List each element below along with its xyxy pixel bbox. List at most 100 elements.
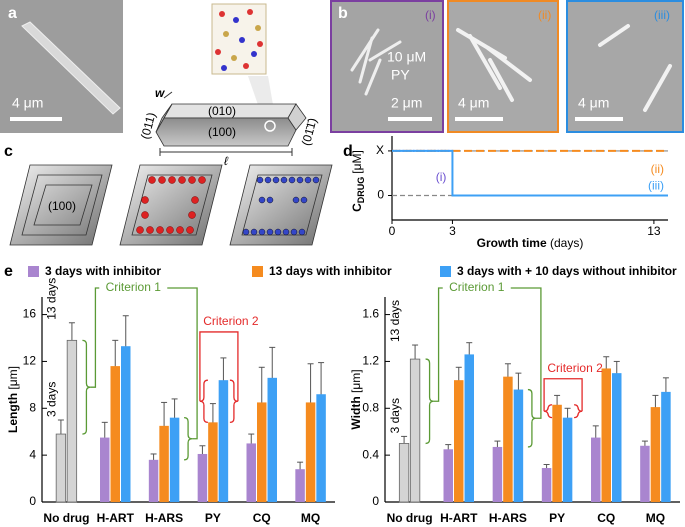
face-label: (100) (48, 199, 76, 213)
scale-label: 4 μm (578, 95, 609, 111)
bar (267, 377, 277, 502)
scale-label: 4 μm (458, 95, 489, 111)
bar (503, 376, 513, 502)
y-tick-label: 12 (23, 354, 37, 368)
y-axis-unit: [μm] (349, 369, 363, 393)
criterion-connector (543, 378, 583, 412)
panel-label: c (4, 143, 13, 160)
bar (316, 394, 326, 502)
control-bar (55, 433, 67, 503)
y-tick-label: 16 (23, 307, 37, 321)
bar (121, 346, 131, 502)
bar (562, 417, 573, 502)
y-tick-label: 0.4 (362, 447, 379, 461)
x-tick-label: MQ (646, 511, 665, 525)
y-axis-title: Width (349, 396, 363, 429)
x-tick-label: PY (205, 511, 221, 525)
x-tick-label: No drug (387, 511, 433, 525)
image-text: PY (391, 67, 410, 83)
y-tick-label: X (376, 143, 384, 157)
criterion-brace (425, 358, 434, 445)
panel-label: a (8, 5, 17, 22)
x-tick-label: 3 (449, 224, 456, 238)
panel-label: e (4, 263, 13, 280)
bar (454, 380, 464, 502)
criterion-brace (199, 379, 208, 423)
criterion-brace (229, 379, 238, 423)
chart: 0 4 8 12 16 Length [μm] No drug H-ART H-ARS PY CQ M… (6, 278, 335, 525)
criterion-brace (544, 404, 553, 419)
micrograph (447, 0, 559, 133)
bar (601, 368, 611, 502)
y-tick-label: 8 (29, 400, 36, 414)
x-axis-unit: (days) (550, 236, 583, 250)
legend-label: 3 days with + 10 days without inhibitor (457, 264, 677, 278)
y-axis-title: Length (6, 393, 20, 433)
bar (305, 402, 316, 502)
y-tick-label: 1.2 (362, 354, 379, 368)
bar (110, 366, 120, 502)
criterion-label: Criterion 1 (106, 280, 162, 294)
scale-bar (388, 117, 432, 121)
dimension-label: w (155, 86, 165, 100)
criterion-connector (167, 287, 198, 440)
criterion-label: Criterion 2 (203, 314, 259, 328)
bar (464, 354, 474, 502)
image-text: 10 μM (387, 49, 426, 65)
scale-bar (575, 117, 623, 121)
control-label: 3 days (388, 398, 402, 433)
control-bar (409, 358, 421, 503)
micrograph (330, 0, 444, 133)
x-tick-label: 0 (389, 224, 396, 238)
y-axis-label: Length [μm] (6, 366, 20, 433)
y-tick-label: 0 (377, 188, 384, 202)
criterion-brace (527, 388, 536, 448)
legend-swatch (252, 266, 263, 277)
control-bar (66, 339, 78, 503)
bar (295, 469, 305, 502)
x-tick-label: H-ARS (489, 511, 527, 525)
bar (541, 468, 552, 502)
bar (443, 449, 453, 502)
micrograph (566, 0, 684, 133)
bar (552, 404, 562, 502)
y-tick-label: 4 (29, 447, 36, 461)
face-label: (011) (138, 111, 159, 141)
y-axis-title: C (350, 203, 364, 212)
bar (640, 445, 650, 502)
panel-label: d (343, 143, 353, 160)
criterion-brace (574, 404, 583, 419)
y-axis-label: Width [μm] (349, 369, 363, 429)
crystal (21, 21, 121, 115)
series-label: (i) (436, 170, 447, 184)
legend-swatch (440, 266, 451, 277)
bar (148, 459, 159, 502)
y-axis-subscript: DRUG (356, 177, 366, 204)
y-axis-unit: [μm] (6, 366, 20, 390)
control-bar (398, 443, 410, 503)
series-label: (iii) (648, 179, 664, 193)
x-tick-label: 13 (647, 224, 661, 238)
y-tick-label: 1.6 (362, 307, 379, 321)
panel-label: b (338, 5, 348, 22)
x-tick-label: H-ART (97, 511, 135, 525)
x-tick-label: MQ (301, 511, 320, 525)
x-tick-label: H-ART (440, 511, 478, 525)
bar (612, 373, 622, 502)
data-line (392, 149, 668, 197)
criterion-connector (510, 287, 542, 419)
x-tick-label: CQ (253, 511, 271, 525)
bar (208, 422, 218, 502)
scale-bar (10, 117, 62, 121)
x-tick-label: H-ARS (145, 511, 183, 525)
bar (100, 437, 110, 502)
bar (169, 417, 180, 502)
control-label: 13 days (388, 300, 402, 342)
control-label: 3 days (45, 382, 59, 417)
face-label: (100) (208, 125, 236, 139)
criterion-connector (433, 287, 443, 402)
y-axis-label: CDRUG [μM] (350, 150, 366, 212)
bar (257, 402, 267, 502)
face-label: (010) (208, 104, 236, 118)
y-axis-unit: [μM] (350, 150, 364, 174)
